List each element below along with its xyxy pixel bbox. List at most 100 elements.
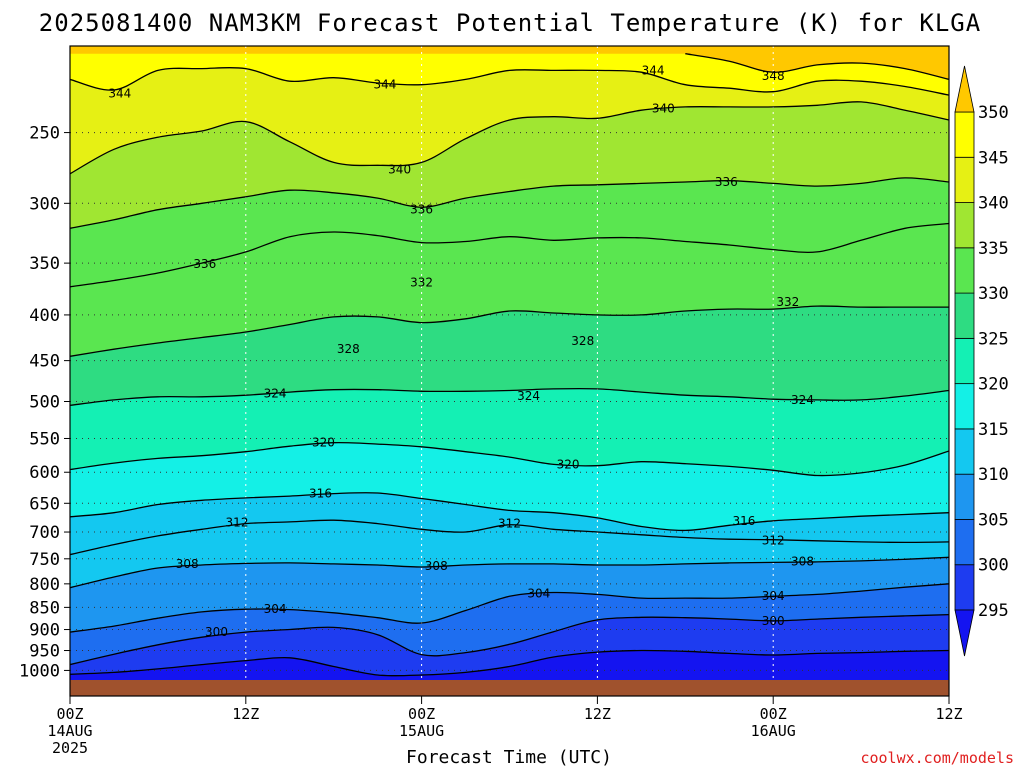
contour-label: 324 [791,393,814,407]
isentrope-340 [70,101,949,175]
colorbar-extend-top [954,65,975,113]
isentrope-308 [70,556,949,589]
colorbar-tick-label: 350 [978,103,1009,123]
colorbar-tick-label: 320 [978,375,1009,395]
isentrope-300 [70,613,949,666]
contour-label: 312 [762,533,785,547]
x-tick-label: 12Z [935,705,962,723]
isentrope-320 [70,441,949,477]
colorbar-swatch [954,202,975,249]
y-tick-label: 1000 [19,661,60,681]
x-tick-date: 14AUG [47,722,92,740]
x-tick-label: 00Z [760,705,787,723]
contour-label: 336 [193,257,216,271]
y-tick-label: 700 [29,523,60,543]
contour-label: 304 [762,589,785,603]
contour-label: 308 [791,554,814,568]
colorbar-tick-label: 345 [978,148,1009,168]
y-tick-label: 400 [29,306,60,326]
isentrope-296 [70,649,949,677]
colorbar-swatch [954,111,975,158]
isentrope-304 [70,583,949,633]
credit-text[interactable]: coolwx.com/models [860,749,1014,767]
x-tick-label: 12Z [232,705,259,723]
x-tick-date: 15AUG [399,722,444,740]
x-tick-year: 2025 [52,739,88,757]
contour-label: 312 [226,516,249,530]
colorbar-tick-label: 335 [978,239,1009,259]
contour-label: 312 [498,517,521,531]
contour-label: 300 [762,614,785,628]
contour-label: 344 [108,86,131,100]
colorbar-tick-label: 295 [978,601,1009,621]
isentrope-328 [70,305,949,357]
y-tick-label: 500 [29,392,60,412]
contour-label: 308 [176,557,199,571]
y-tick-label: 550 [29,429,60,449]
isentrope-344 [70,66,949,96]
y-tick-label: 750 [29,550,60,570]
colorbar-swatch [954,564,975,611]
colorbar-swatch [954,156,975,203]
colorbar-tick-label: 340 [978,194,1009,214]
colorbar: 295 300 305 310 315 320 325 330 335 340 345 350 [954,65,1009,657]
contour-label: 328 [337,342,360,356]
colorbar-swatch [954,519,975,566]
grid-layer [70,46,949,680]
contour-label: 332 [410,276,433,290]
x-tick-label: 12Z [584,705,611,723]
contour-label: 336 [715,175,738,189]
contour-label: 304 [264,602,287,616]
contour-label: 320 [557,457,580,471]
isentrope-332 [70,222,949,288]
contour-label: 328 [571,334,594,348]
y-tick-label: 650 [29,494,60,514]
colorbar-swatch [954,428,975,475]
isentrope-336 [70,177,949,229]
colorbar-swatch [954,337,975,385]
y-tick-label: 450 [29,352,60,372]
ground-surface [70,680,949,696]
colorbar-tick-label: 325 [978,329,1009,349]
isentrope-312 [70,519,949,556]
contour-label: 340 [388,163,411,177]
y-tick-label: 850 [29,598,60,618]
y-tick-label: 800 [29,575,60,595]
contour-label: 340 [652,102,675,116]
colorbar-extend-bottom [954,609,975,657]
isentrope-324 [70,387,949,407]
contour-label: 344 [642,63,665,77]
contour-label: 324 [264,387,287,401]
chart-title: 2025081400 NAM3KM Forecast Potential Tem… [39,9,981,37]
contour-label: 316 [732,514,755,528]
contour-label: 304 [527,586,550,600]
contour-label: 316 [309,487,332,501]
fill-layer [70,46,949,680]
contour-label: 308 [425,559,448,573]
isentrope-348 [685,53,949,81]
surface-layer [70,680,949,696]
contour-layer [70,53,949,677]
x-tick-label: 00Z [408,705,435,723]
colorbar-tick-label: 300 [978,556,1009,576]
contour-label: 332 [776,295,799,309]
y-tick-label: 350 [29,254,60,274]
colorbar-swatch [954,247,975,294]
x-tick-date: 16AUG [751,722,796,740]
colorbar-tick-label: 305 [978,510,1009,530]
contour-label: 344 [374,78,397,92]
contour-label: 348 [762,69,785,83]
plot-frame [69,45,950,697]
contour-label: 336 [410,203,433,217]
colorbar-tick-label: 315 [978,420,1009,440]
contour-label-layer: 344 344 344 348 340 340 336 336 336 332 332 328 328 3… [108,63,814,639]
colorbar-swatch [954,473,975,520]
x-tick-label: 00Z [56,705,83,723]
y-tick-label: 900 [29,621,60,641]
y-tick-label: 300 [29,194,60,214]
colorbar-swatch [954,383,975,430]
y-tick-label: 600 [29,463,60,483]
contour-label: 320 [312,436,335,450]
